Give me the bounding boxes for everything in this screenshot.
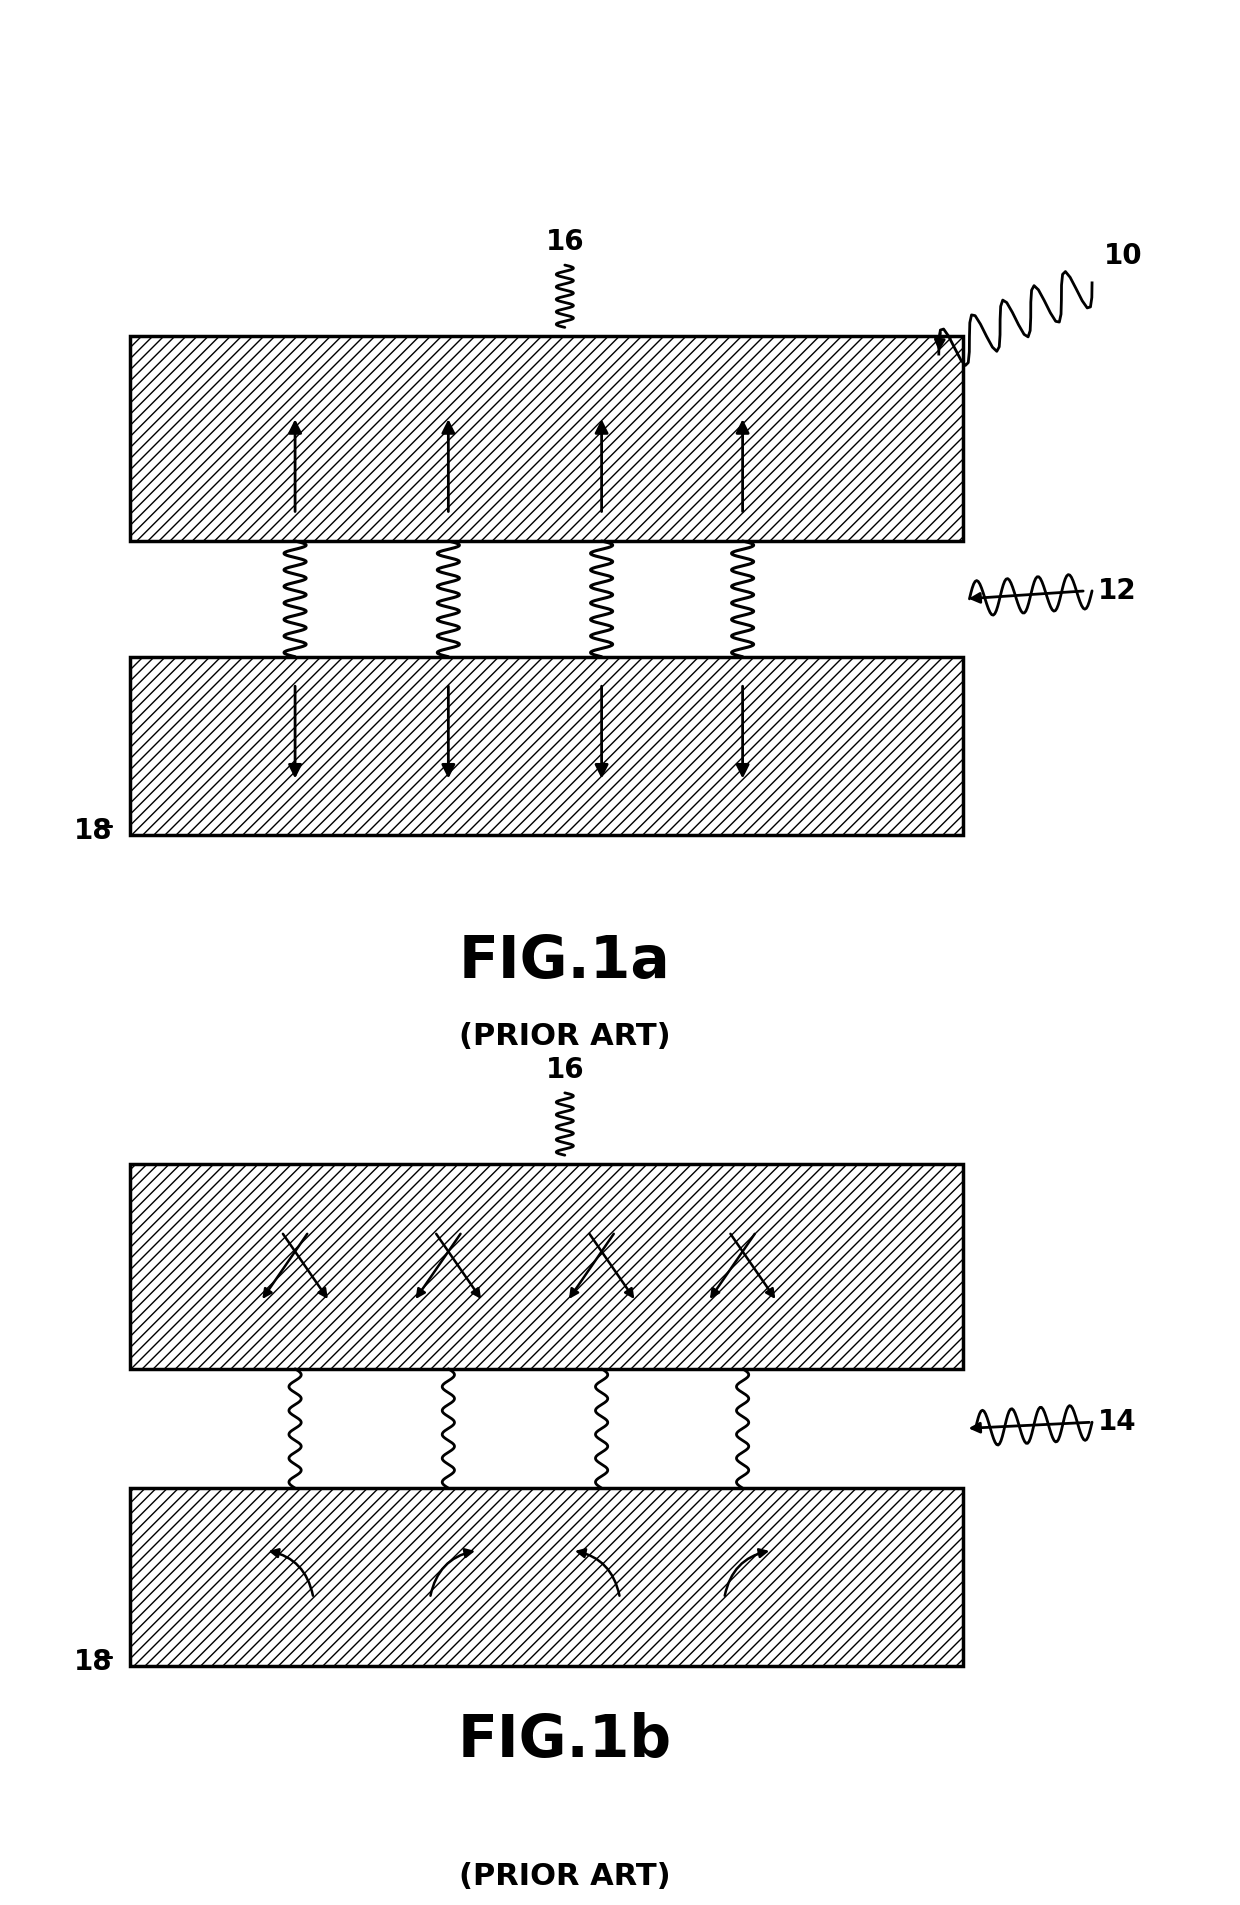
Text: 10: 10 (1105, 242, 1143, 271)
Bar (129, 657, 963, 834)
Text: (PRIOR ART): (PRIOR ART) (459, 1861, 671, 1892)
Text: FIG.1b: FIG.1b (458, 1713, 672, 1770)
Text: 18: 18 (73, 1648, 112, 1676)
Text: FIG.1a: FIG.1a (459, 933, 671, 991)
Text: 12: 12 (1099, 577, 1137, 606)
Bar (129, 1164, 963, 1370)
Bar (129, 337, 963, 541)
Text: 16: 16 (546, 1055, 584, 1084)
Text: 14: 14 (1099, 1408, 1137, 1436)
Text: (PRIOR ART): (PRIOR ART) (459, 1021, 671, 1052)
Text: 18: 18 (73, 817, 112, 846)
Bar (129, 1488, 963, 1667)
Text: 16: 16 (546, 229, 584, 255)
